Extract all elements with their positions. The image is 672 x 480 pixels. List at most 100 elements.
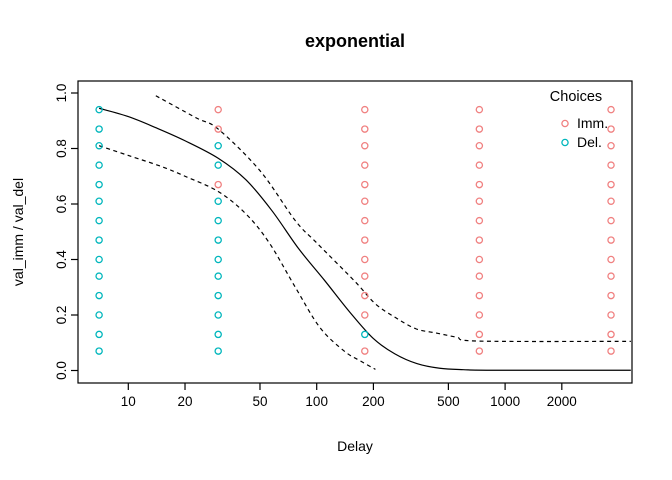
ci-upper-curve [155, 95, 631, 343]
x-tick-label: 500 [437, 394, 460, 409]
x-tick-label: 20 [177, 394, 192, 409]
data-point-del [214, 141, 222, 150]
data-point-imm [475, 236, 484, 244]
plot-box [77, 80, 633, 384]
y-tick-label: 0.4 [54, 250, 69, 269]
data-point-imm [361, 161, 369, 169]
y-tick-label: 1.0 [54, 84, 69, 103]
data-point-imm [475, 197, 484, 205]
x-tick-label: 100 [305, 394, 328, 409]
data-point-imm [475, 105, 484, 114]
data-point-del [214, 330, 222, 339]
y-tick-label: 0.2 [54, 306, 69, 325]
data-point-imm [607, 255, 615, 264]
data-point-del [95, 330, 103, 339]
data-point-imm [475, 125, 484, 133]
data-point-imm [475, 161, 484, 169]
legend-imm-marker-icon [561, 119, 569, 128]
data-point-imm [475, 347, 484, 355]
y-tick-label: 0.8 [54, 139, 69, 158]
data-point-del [95, 216, 103, 225]
data-point-imm [475, 311, 484, 319]
data-point-imm [475, 255, 484, 264]
x-tick-label: 50 [252, 394, 267, 409]
data-point-imm [361, 291, 369, 300]
data-point-del [95, 291, 103, 300]
data-point-del [214, 236, 222, 244]
data-point-imm [607, 105, 615, 114]
data-point-del [214, 311, 222, 319]
chart-title: exponential [305, 31, 405, 51]
data-point-del [214, 197, 222, 205]
data-point-imm [475, 272, 484, 280]
data-point-imm [214, 180, 222, 189]
data-point-imm [361, 255, 369, 264]
legend: Choices Imm. Del. [550, 89, 608, 150]
data-point-imm [607, 347, 615, 355]
data-point-imm [214, 105, 222, 114]
data-point-imm [475, 291, 484, 300]
data-point-imm [361, 216, 369, 225]
y-axis-label: val_imm / val_del [10, 178, 26, 286]
data-point-del [95, 347, 103, 355]
x-axis-label: Delay [337, 438, 373, 454]
legend-del-marker-icon [561, 138, 569, 147]
data-point-del [214, 347, 222, 355]
plot-area: 10 20 50 100 200 500 1000 2000 0.0 0.2 0.4 0.6 0.8 1.… [54, 80, 633, 409]
data-point-imm [607, 125, 615, 133]
data-point-del [95, 141, 103, 150]
data-point-imm [361, 180, 369, 189]
data-point-imm [361, 125, 369, 133]
x-tick-label: 10 [121, 394, 136, 409]
data-point-imm [607, 216, 615, 225]
data-point-imm [475, 216, 484, 225]
data-point-imm [607, 291, 615, 300]
data-point-imm [361, 272, 369, 280]
data-point-del [95, 197, 103, 205]
legend-del-label: Del. [577, 134, 602, 150]
data-point-imm [361, 197, 369, 205]
data-point-del [214, 161, 222, 169]
x-tick-label: 200 [362, 394, 385, 409]
data-point-imm [361, 236, 369, 244]
data-point-imm [361, 311, 369, 319]
data-point-del [95, 311, 103, 319]
fit-curve [98, 107, 631, 371]
data-point-imm [607, 141, 615, 150]
data-point-del [95, 125, 103, 133]
data-point-del [361, 330, 369, 339]
data-point-del [95, 180, 103, 189]
data-point-del [95, 255, 103, 264]
data-point-imm [475, 180, 484, 189]
data-point-imm [607, 311, 615, 319]
y-tick-label: 0.0 [54, 361, 69, 380]
data-point-imm [607, 236, 615, 244]
data-point-imm [607, 180, 615, 189]
x-tick-label: 1000 [490, 394, 520, 409]
legend-title: Choices [550, 89, 602, 105]
data-point-imm [607, 272, 615, 280]
ci-lower-curve [98, 145, 376, 370]
data-point-del [214, 216, 222, 225]
data-point-imm [361, 141, 369, 150]
data-point-del [95, 272, 103, 280]
data-point-imm [214, 125, 222, 133]
data-point-del [214, 291, 222, 300]
data-point-imm [475, 330, 484, 339]
y-tick-label: 0.6 [54, 195, 69, 214]
data-point-del [214, 255, 222, 264]
legend-imm-label: Imm. [577, 115, 608, 131]
data-point-del [95, 105, 103, 114]
data-point-imm [607, 330, 615, 339]
data-point-imm [361, 105, 369, 114]
data-point-imm [607, 197, 615, 205]
data-point-imm [361, 347, 369, 355]
data-point-imm [607, 161, 615, 169]
x-tick-label: 2000 [547, 394, 577, 409]
data-point-del [214, 272, 222, 280]
data-point-imm [475, 141, 484, 150]
data-point-del [95, 161, 103, 169]
data-point-del [95, 236, 103, 244]
